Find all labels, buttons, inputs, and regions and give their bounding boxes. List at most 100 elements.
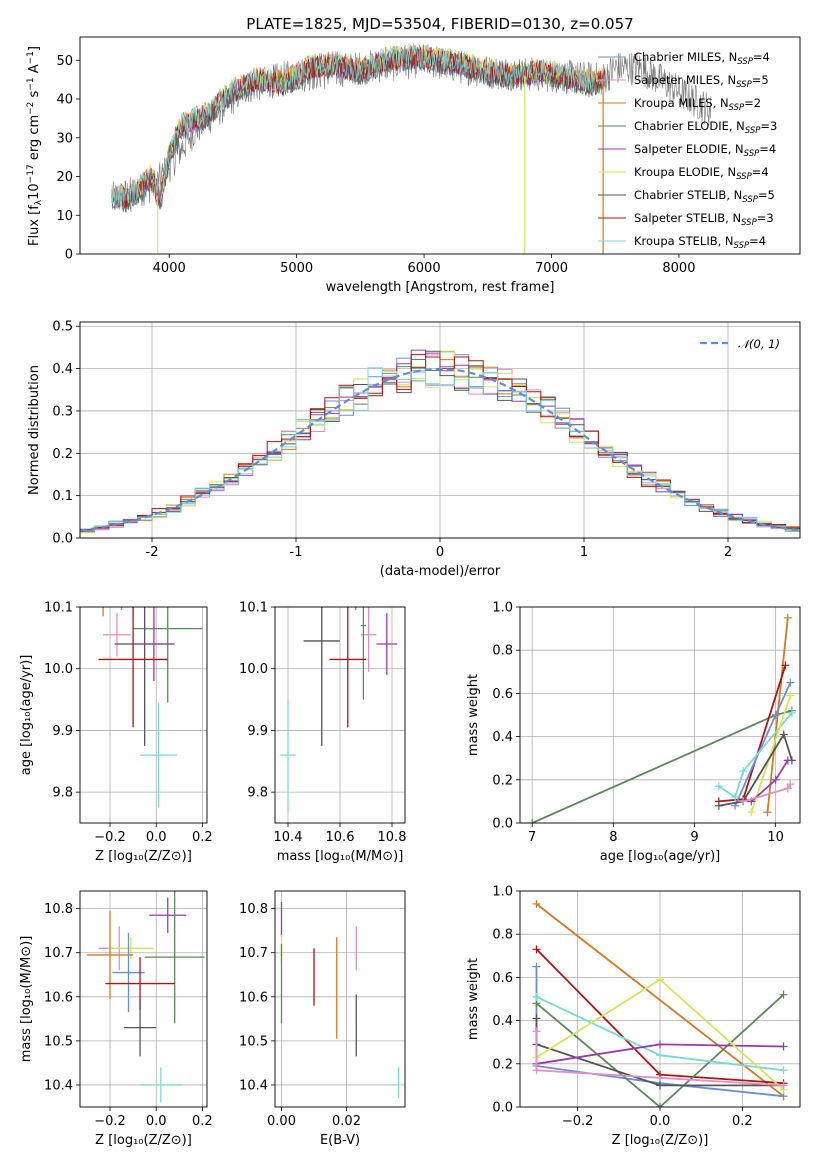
age_vs_mass-ytick-label: 9.8 — [247, 786, 268, 801]
weight_vs_age-axes: 7 8 9 10 0.0 0.2 0.4 0.6 0.8 1.0 age [log₁₀(age/yr… — [466, 601, 801, 864]
mass_vs_ebv-ytick-label: 10.4 — [239, 1078, 268, 1093]
residuals-ytick-label: 0.2 — [52, 447, 73, 462]
kroupa_elodie-weight-marker — [747, 808, 756, 817]
age_vs_Z-axes: −0.2 0.0 0.2 9.8 9.9 10.0 10.1 Z [log₁₀(Z/Z⊙)] a… — [19, 601, 213, 865]
residuals-ytick-label: 0.0 — [52, 532, 73, 547]
kroupa_miles-weight-marker — [532, 899, 541, 908]
weight_vs_Z-axes: −0.2 0.0 0.2 0.0 0.2 0.4 0.6 0.8 1.0 Z [log₁₀(Z/Z… — [466, 885, 801, 1148]
weight_vs_Z-xtick-label: 0.2 — [732, 1114, 753, 1129]
age_vs_mass-ticks: 10.4 10.6 10.8 9.8 9.9 10.0 10.1 — [239, 601, 406, 846]
spectrum-xtick-label: 4000 — [153, 261, 186, 276]
chabrier_stelib-weight-marker — [714, 801, 723, 810]
age_vs_Z-plot — [98, 607, 203, 808]
spectrum-ytick-label: 50 — [56, 54, 73, 69]
chabrier_elodie-weight-marker — [528, 819, 537, 823]
mass_vs_Z-xtick-label: −0.2 — [94, 1114, 126, 1129]
kroupa_stelib-legend-label: Kroupa STELIB, NSSP=4 — [634, 234, 766, 251]
mass_vs_ebv-ytick-label: 10.8 — [239, 902, 268, 917]
age_vs_Z-ytick-label: 10.0 — [44, 662, 73, 677]
kroupa_elodie-weight-line — [750, 695, 792, 813]
spectrum-xtick-label: 7000 — [535, 261, 568, 276]
residuals-legend: 𝒩(0, 1) — [700, 337, 780, 351]
chabrier_elodie-weight-marker — [656, 1103, 664, 1107]
age_vs_mass-xtick-label: 10.6 — [326, 830, 355, 845]
salpeter_elodie-weight-marker — [783, 756, 792, 765]
salpeter_stelib-weight-marker — [781, 661, 790, 670]
salpeter_miles-weight-marker — [786, 780, 795, 789]
mass_vs_Z-ticks: −0.2 0.0 0.2 10.4 10.5 10.6 10.7 10.8 — [44, 902, 213, 1129]
residuals-ytick-label: 0.5 — [52, 320, 73, 335]
chabrier_elodie-legend-label: Chabrier ELODIE, NSSP=3 — [634, 119, 777, 136]
kroupa_stelib-weight-line — [718, 712, 793, 799]
weight_vs_age-plot — [528, 613, 796, 823]
spectrum-xlabel: wavelength [Angstrom, rest frame] — [326, 280, 555, 295]
mass_vs_Z-axes: −0.2 0.0 0.2 10.4 10.5 10.6 10.7 10.8 Z [log₁₀(Z… — [19, 890, 213, 1148]
mass_vs_Z-ylabel: mass [log₁₀(M/M⊙)] — [19, 936, 34, 1063]
chabrier_miles-weight-marker — [532, 962, 541, 971]
age_vs_Z-xlabel: Z [log₁₀(Z/Z⊙)] — [95, 849, 192, 864]
spectrum-ytick-label: 30 — [56, 131, 73, 146]
spectrum-xtick-label: 6000 — [408, 261, 441, 276]
residuals-plot — [80, 349, 800, 534]
age_vs_mass-frame — [274, 606, 406, 824]
weight_vs_age-xtick-label: 8 — [609, 830, 617, 845]
mass_vs_Z-ytick-label: 10.5 — [44, 1034, 73, 1049]
spectrum-ytick-label: 40 — [56, 93, 73, 108]
residuals-xtick-label: -2 — [146, 545, 159, 560]
age_vs_mass-plot — [280, 607, 398, 811]
kroupa_stelib-weight-marker — [656, 1051, 664, 1060]
mass_vs_ebv-xtick-label: 0.00 — [267, 1114, 296, 1129]
age_vs_mass-axes: 10.4 10.6 10.8 9.8 9.9 10.0 10.1 mass [log₁₀(M/… — [239, 601, 406, 865]
mass_vs_ebv-frame — [274, 890, 406, 1108]
kroupa_elodie-weight-marker — [656, 975, 664, 984]
weight_vs_Z-ytick-label: 0.8 — [492, 928, 513, 943]
spectrum-axes: 4000 5000 6000 7000 8000 0 10 20 30 40 50 wavelengt… — [56, 36, 801, 295]
kroupa_stelib-weight-marker — [739, 767, 748, 776]
weight_vs_age-xtick-label: 7 — [528, 830, 536, 845]
spectrum-ytick-label: 10 — [56, 209, 73, 224]
residuals-ytick-label: 0.4 — [52, 362, 73, 377]
age_vs_Z-grid — [80, 606, 207, 823]
salpeter_miles-weight-marker — [532, 1027, 541, 1036]
weight_vs_Z-ytick-label: 0.0 — [492, 1101, 513, 1116]
figure-title: PLATE=1825, MJD=53504, FIBERID=0130, z=0… — [246, 15, 633, 33]
kroupa_stelib-weight-marker — [779, 1066, 788, 1075]
kroupa_stelib-weight-marker — [714, 782, 723, 791]
mass_vs_ebv-ytick-label: 10.5 — [239, 1034, 268, 1049]
spectrum-ticks: 4000 5000 6000 7000 8000 0 10 20 30 40 50 — [56, 54, 695, 276]
kroupa_stelib-weight-marker — [787, 708, 796, 717]
chabrier_stelib-weight-marker — [656, 1081, 664, 1090]
mass_vs_Z-ytick-label: 10.7 — [44, 946, 73, 961]
mass_vs_Z-plot — [86, 891, 205, 1103]
residuals-xlabel: (data-model)/error — [380, 564, 501, 579]
age_vs_Z-ylabel: age [log₁₀(age/yr)] — [19, 655, 34, 776]
mass_vs_Z-grid — [80, 891, 207, 1107]
age_vs_mass-ytick-label: 10.0 — [239, 662, 268, 677]
mass_vs_Z-ytick-label: 10.4 — [44, 1078, 73, 1093]
normal-legend-label: 𝒩(0, 1) — [738, 337, 780, 351]
weight_vs_age-xlabel: age [log₁₀(age/yr)] — [600, 849, 721, 864]
weight_vs_Z-ticks: −0.2 0.0 0.2 0.0 0.2 0.4 0.6 0.8 1.0 — [492, 885, 752, 1130]
weight_vs_Z-ytick-label: 0.4 — [492, 1014, 513, 1029]
age_vs_mass-grid — [275, 606, 405, 823]
mass_vs_ebv-ytick-label: 10.7 — [239, 946, 268, 961]
weight_vs_Z-xtick-label: −0.2 — [562, 1114, 594, 1129]
age_vs_mass-xlabel: mass [log₁₀(M/M⊙)] — [277, 849, 404, 864]
residuals-xtick-label: 2 — [724, 545, 732, 560]
age_vs_Z-xtick-label: 0.0 — [146, 830, 167, 845]
normal-distribution-line — [80, 367, 800, 532]
salpeter_elodie-weight-marker — [656, 1040, 664, 1049]
residuals-ticks: -2 -1 0 1 2 0.0 0.1 0.2 0.3 0.4 0.5 — [52, 320, 732, 560]
weight_vs_age-ytick-label: 1.0 — [492, 601, 513, 616]
chabrier_miles-weight-line — [734, 682, 792, 807]
salpeter_stelib-legend-label: Salpeter STELIB, NSSP=3 — [634, 211, 774, 228]
chabrier_stelib-weight-marker — [532, 1014, 541, 1023]
age_vs_mass-ytick-label: 9.9 — [247, 724, 268, 739]
spectrum-legend: Chabrier MILES, NSSP=4 Salpeter MILES, NS… — [598, 50, 777, 251]
salpeter_elodie-weight-marker — [771, 775, 780, 784]
chabrier_stelib-legend-label: Chabrier STELIB, NSSP=5 — [634, 188, 775, 205]
mass_vs_ebv-grid — [275, 891, 405, 1107]
weight_vs_age-ytick-label: 0.2 — [492, 773, 513, 788]
weight_vs_age-ytick-label: 0.8 — [492, 644, 513, 659]
